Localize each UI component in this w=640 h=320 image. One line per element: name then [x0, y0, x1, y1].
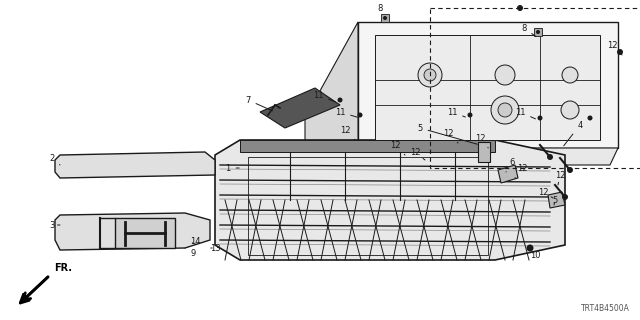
Circle shape — [561, 101, 579, 119]
Text: 5: 5 — [552, 196, 557, 205]
Circle shape — [418, 63, 442, 87]
Circle shape — [491, 96, 519, 124]
Circle shape — [517, 5, 523, 11]
Text: 11: 11 — [335, 108, 357, 117]
Text: 12: 12 — [555, 171, 565, 185]
Circle shape — [538, 116, 543, 121]
Circle shape — [562, 67, 578, 83]
Polygon shape — [305, 148, 618, 165]
Polygon shape — [215, 140, 565, 260]
Text: 6: 6 — [506, 157, 515, 172]
Text: 5: 5 — [417, 124, 477, 144]
Text: 8: 8 — [378, 4, 385, 18]
Bar — [430, 8, 640, 168]
Polygon shape — [381, 14, 389, 22]
Text: 12: 12 — [443, 129, 458, 143]
Text: 12: 12 — [515, 164, 527, 178]
Text: 8: 8 — [522, 23, 536, 36]
Text: 12: 12 — [410, 148, 425, 160]
Text: 10: 10 — [530, 251, 540, 260]
Polygon shape — [478, 142, 490, 162]
Text: 13: 13 — [210, 244, 220, 252]
Polygon shape — [375, 35, 600, 140]
Polygon shape — [260, 88, 340, 128]
Polygon shape — [548, 192, 565, 208]
Text: 11: 11 — [447, 108, 465, 117]
Polygon shape — [55, 213, 210, 250]
Text: 11: 11 — [515, 108, 536, 119]
Text: 9: 9 — [185, 248, 196, 258]
Text: 12: 12 — [390, 140, 405, 155]
Polygon shape — [55, 152, 215, 178]
Polygon shape — [534, 28, 542, 36]
Text: 12: 12 — [607, 41, 622, 55]
Circle shape — [424, 69, 436, 81]
Circle shape — [588, 116, 593, 121]
Circle shape — [358, 113, 362, 117]
Text: 2: 2 — [49, 154, 60, 165]
Circle shape — [617, 49, 623, 55]
Circle shape — [495, 65, 515, 85]
Circle shape — [547, 154, 553, 160]
Text: 14: 14 — [189, 236, 200, 245]
Polygon shape — [240, 140, 495, 152]
Text: FR.: FR. — [54, 263, 72, 273]
Circle shape — [567, 167, 573, 173]
Circle shape — [536, 30, 540, 34]
Text: 3: 3 — [49, 220, 60, 229]
Circle shape — [562, 194, 568, 200]
Text: 1: 1 — [225, 164, 239, 172]
Circle shape — [383, 16, 387, 20]
Circle shape — [527, 244, 534, 252]
Polygon shape — [305, 22, 358, 165]
Polygon shape — [498, 165, 518, 183]
Polygon shape — [358, 22, 618, 148]
Text: 4: 4 — [564, 121, 582, 146]
Text: 7: 7 — [245, 95, 273, 111]
Circle shape — [337, 98, 342, 102]
Text: 12: 12 — [475, 133, 488, 148]
Text: 12: 12 — [538, 188, 553, 198]
Circle shape — [498, 103, 512, 117]
Circle shape — [467, 113, 472, 117]
Text: 12: 12 — [340, 125, 355, 140]
Text: 11: 11 — [313, 91, 335, 102]
Polygon shape — [115, 218, 175, 248]
Text: TRT4B4500A: TRT4B4500A — [581, 304, 630, 313]
